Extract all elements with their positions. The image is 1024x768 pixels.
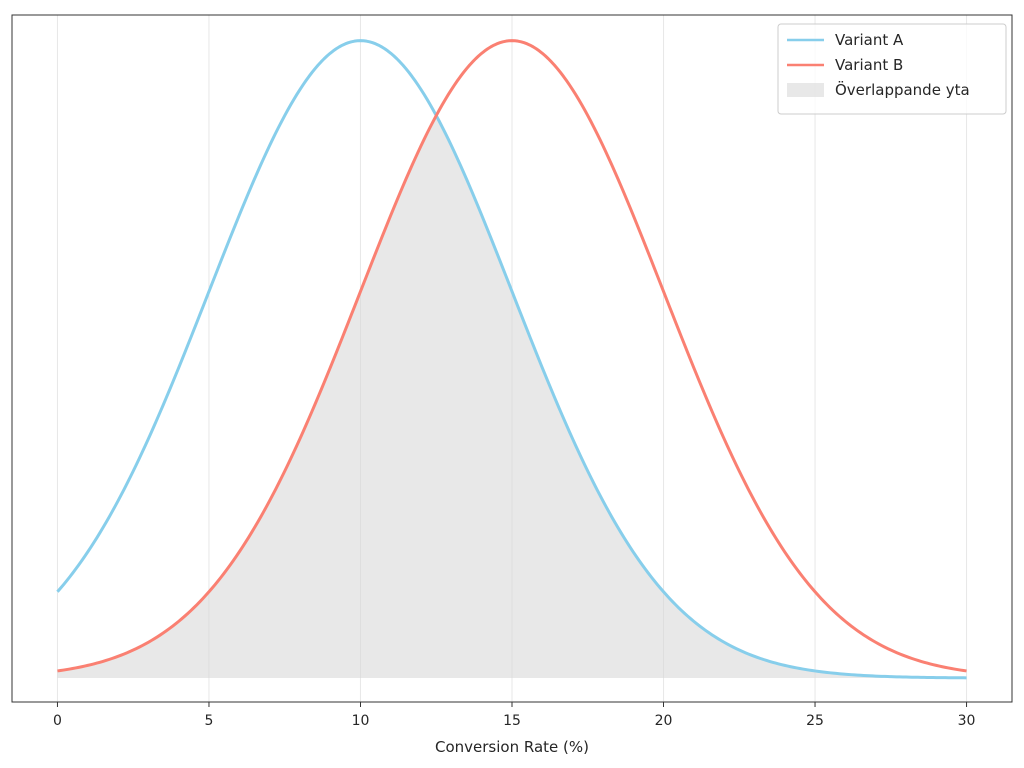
x-tick-label: 30 (958, 713, 976, 729)
legend-swatch-overlap (787, 83, 824, 97)
series-line-variant-b (57, 39, 967, 673)
x-tick-label: 15 (503, 713, 521, 729)
legend-box (777, 23, 1007, 115)
legend: Variant A Variant B Överlappande yta (777, 23, 1007, 115)
x-axis-label: Conversion Rate (%) (435, 738, 589, 756)
overlap-area (57, 115, 967, 679)
legend-label-variant-a: Variant A (835, 31, 904, 49)
legend-label-overlap: Överlappande yta (835, 80, 970, 99)
x-ticks: 0 5 10 15 20 25 30 (53, 702, 975, 729)
legend-label-variant-b: Variant B (835, 56, 903, 74)
series-lines (56, 39, 967, 680)
x-tick-label: 10 (352, 713, 370, 729)
x-tick-label: 25 (806, 713, 824, 729)
x-tick-label: 0 (53, 713, 62, 729)
series-line-variant-a (56, 39, 967, 680)
x-tick-label: 5 (205, 713, 214, 729)
x-tick-label: 20 (655, 713, 673, 729)
